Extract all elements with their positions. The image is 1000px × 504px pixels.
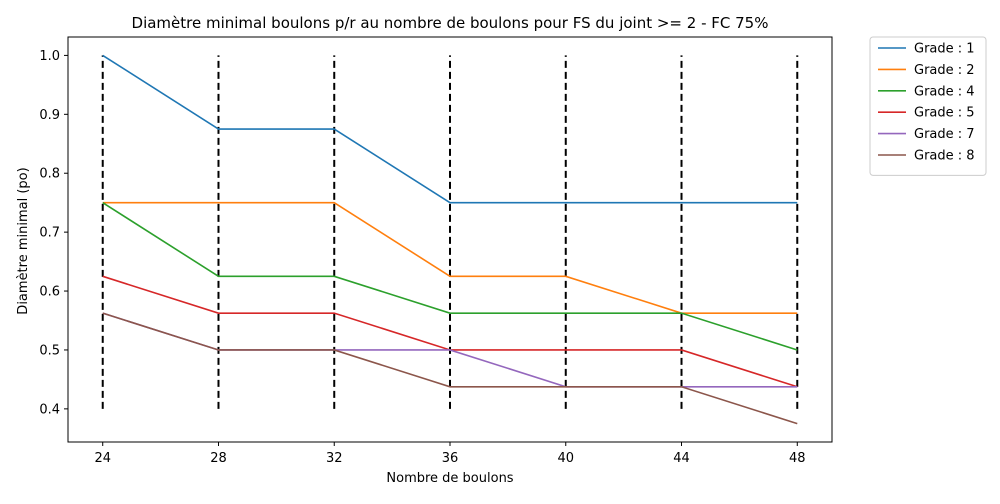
legend-label: Grade : 1 bbox=[914, 42, 975, 57]
y-tick-label: 0.6 bbox=[39, 285, 60, 300]
plot-area: 24 28 32 36 40 44 48 0.4 0.5 0.6 0.7 0.8 0.9 1.0 bbox=[39, 36, 833, 466]
y-tick-label: 0.5 bbox=[39, 343, 60, 358]
y-tick-label: 0.7 bbox=[39, 226, 60, 241]
x-tick-label: 44 bbox=[673, 451, 690, 466]
x-tick-label: 36 bbox=[442, 451, 459, 466]
y-tick-label: 0.4 bbox=[39, 402, 60, 417]
x-tick-label: 24 bbox=[94, 451, 111, 466]
legend-label: Grade : 2 bbox=[914, 63, 975, 78]
x-tick-label: 40 bbox=[557, 451, 574, 466]
y-tick-label: 0.9 bbox=[39, 108, 60, 123]
legend-label: Grade : 4 bbox=[914, 84, 975, 99]
y-tick-label: 1.0 bbox=[39, 49, 60, 64]
series-line bbox=[102, 312, 798, 425]
x-tick-label: 32 bbox=[326, 451, 343, 466]
y-tick-label: 0.8 bbox=[39, 167, 60, 182]
chart-title: Diamètre minimal boulons p/r au nombre d… bbox=[132, 14, 769, 32]
legend-label: Grade : 8 bbox=[914, 149, 975, 164]
series-line bbox=[102, 54, 798, 204]
legend: Grade : 1 Grade : 2 Grade : 4 Grade : 5 Grad… bbox=[869, 36, 987, 176]
legend-label: Grade : 7 bbox=[914, 127, 975, 142]
legend-box bbox=[869, 36, 987, 176]
x-axis-label: Nombre de boulons bbox=[386, 471, 513, 486]
x-tick-label: 28 bbox=[210, 451, 227, 466]
legend-label: Grade : 5 bbox=[914, 106, 975, 121]
series-line bbox=[102, 202, 798, 351]
y-axis-label: Diamètre minimal (po) bbox=[16, 167, 31, 314]
x-tick-label: 48 bbox=[789, 451, 806, 466]
